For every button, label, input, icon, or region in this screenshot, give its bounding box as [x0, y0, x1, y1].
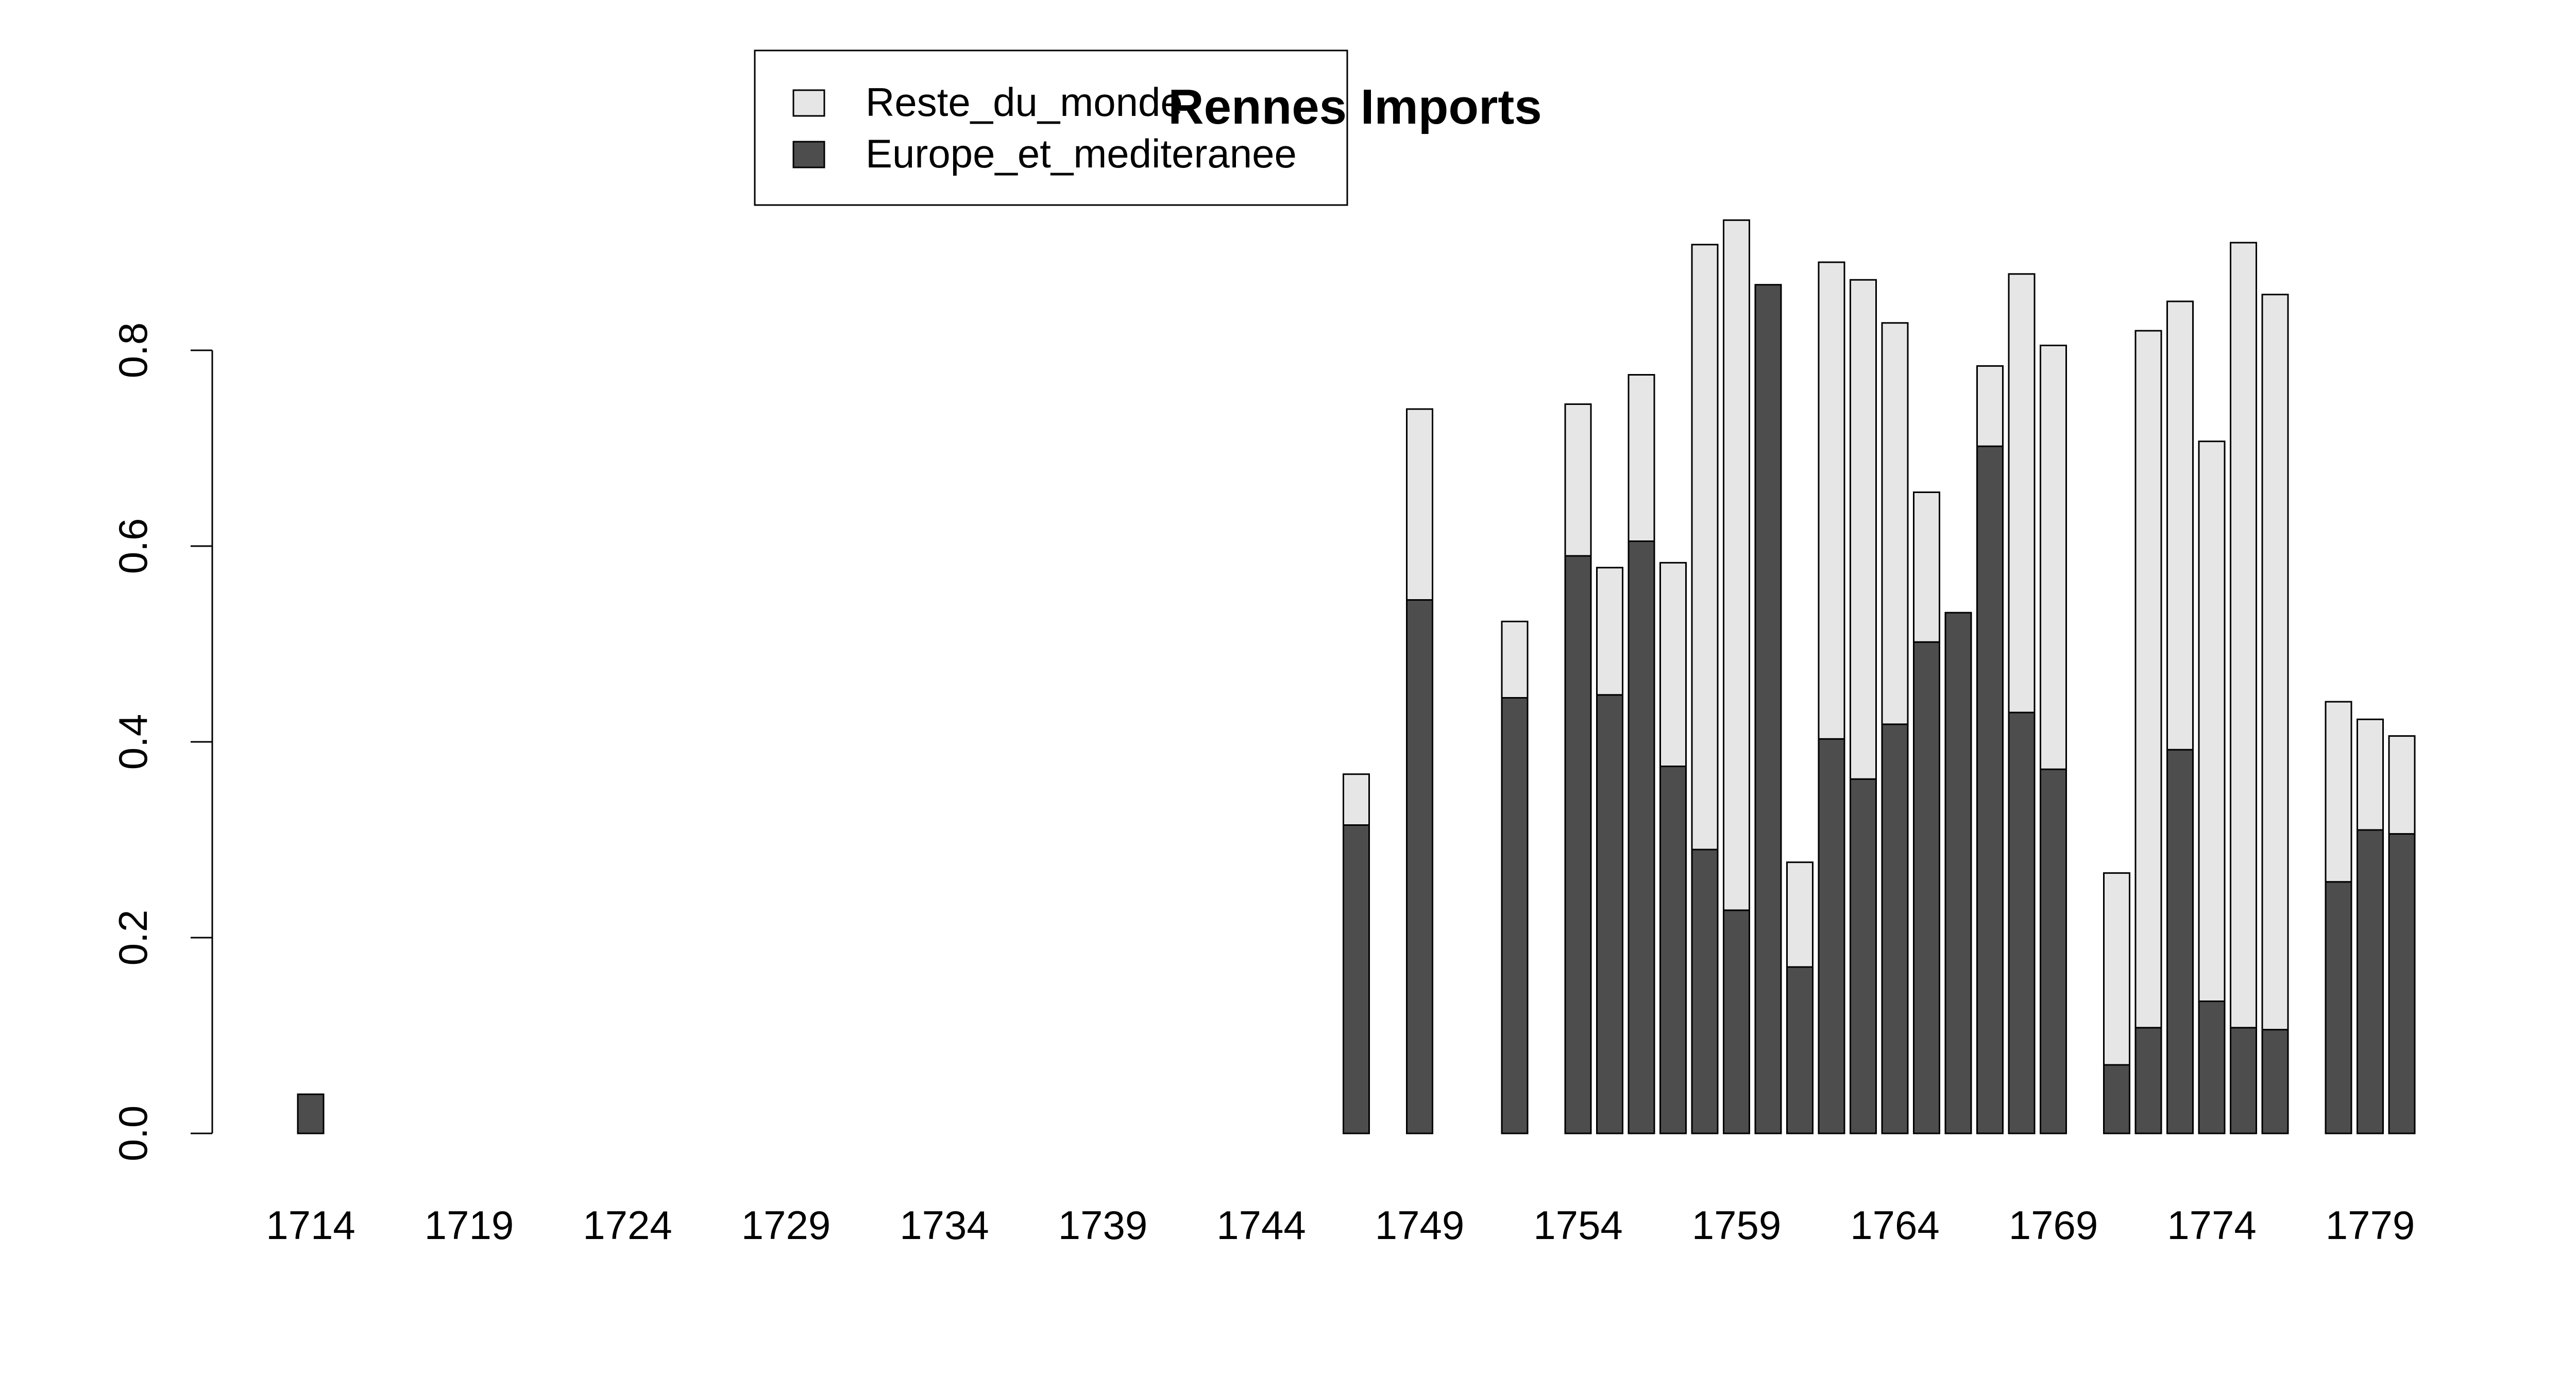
x-tick-label: 1769 [2009, 1202, 2098, 1248]
bar-europe-et-mediteranee [1754, 284, 1782, 1134]
bar-europe-et-mediteranee [1628, 540, 1655, 1134]
x-tick-label: 1729 [741, 1202, 831, 1248]
bar-europe-et-mediteranee [2261, 1029, 2289, 1134]
bar-reste-du-monde [2166, 300, 2194, 751]
legend: Reste_du_monde Europe_et_mediteranee [754, 49, 1348, 206]
bar-reste-du-monde [1850, 279, 1877, 780]
bar-reste-du-monde [1881, 322, 1909, 725]
bar-reste-du-monde [1913, 491, 1940, 643]
x-tick-label: 1739 [1058, 1202, 1148, 1248]
legend-label: Europe_et_mediteranee [866, 131, 1297, 176]
bar-reste-du-monde [2008, 273, 2036, 714]
bar-reste-du-monde [1818, 261, 1845, 740]
bar-europe-et-mediteranee [1786, 966, 1814, 1134]
bar-europe-et-mediteranee [1976, 445, 2004, 1134]
bar-europe-et-mediteranee [1913, 641, 1940, 1134]
bar-europe-et-mediteranee [1944, 612, 1972, 1134]
bar-reste-du-monde [2325, 701, 2352, 883]
bar-reste-du-monde [1596, 567, 1623, 696]
x-tick-label: 1754 [1533, 1202, 1623, 1248]
bar-reste-du-monde [2134, 330, 2162, 1029]
bar-europe-et-mediteranee [2357, 829, 2384, 1134]
bar-reste-du-monde [2357, 718, 2384, 831]
bar-europe-et-mediteranee [1406, 599, 1433, 1134]
legend-swatch [792, 141, 825, 168]
legend-box [754, 49, 1348, 206]
bar-europe-et-mediteranee [1723, 909, 1750, 1134]
x-tick-label: 1714 [266, 1202, 355, 1248]
bar-reste-du-monde [1628, 374, 1655, 542]
x-tick-label: 1724 [583, 1202, 672, 1248]
bar-reste-du-monde [2198, 440, 2226, 1003]
x-tick-label: 1764 [1850, 1202, 1940, 1248]
bar-europe-et-mediteranee [297, 1093, 325, 1134]
x-tick-label: 1774 [2167, 1202, 2257, 1248]
y-axis: 0.0 0.2 0.4 0.6 0.8 [110, 323, 213, 1161]
bar-reste-du-monde [1343, 773, 1370, 826]
x-tick-label: 1719 [425, 1202, 514, 1248]
bar-reste-du-monde [2261, 294, 2289, 1031]
x-tick-label: 1779 [2326, 1202, 2415, 1248]
bar-reste-du-monde [2103, 872, 2130, 1066]
x-tick-label: 1749 [1375, 1202, 1465, 1248]
y-tick-label: 0.2 [110, 910, 156, 965]
y-tick-label: 0.0 [110, 1106, 156, 1161]
x-tick-label: 1759 [1692, 1202, 1782, 1248]
bar-reste-du-monde [1564, 403, 1592, 557]
bar-europe-et-mediteranee [2008, 711, 2036, 1134]
bar-europe-et-mediteranee [2230, 1027, 2257, 1134]
bar-reste-du-monde [1406, 408, 1433, 601]
chart-title: Rennes Imports [1168, 79, 1541, 134]
bar-europe-et-mediteranee [2325, 881, 2352, 1134]
bars [297, 219, 2416, 1134]
y-tick-label: 0.4 [110, 714, 156, 770]
bar-europe-et-mediteranee [1691, 849, 1719, 1134]
bar-europe-et-mediteranee [1501, 697, 1529, 1134]
bar-europe-et-mediteranee [2103, 1064, 2130, 1134]
legend-swatch [792, 89, 825, 117]
y-tick-label: 0.6 [110, 518, 156, 574]
bar-europe-et-mediteranee [1850, 778, 1877, 1134]
bar-europe-et-mediteranee [1564, 555, 1592, 1134]
bar-reste-du-monde [1501, 620, 1529, 699]
bar-europe-et-mediteranee [1818, 738, 1845, 1134]
bar-reste-du-monde [2388, 735, 2416, 835]
bar-europe-et-mediteranee [2388, 833, 2416, 1134]
bar-europe-et-mediteranee [2040, 768, 2067, 1134]
bar-reste-du-monde [2230, 242, 2257, 1029]
x-tick-label: 1744 [1216, 1202, 1306, 1248]
legend-label: Reste_du_monde [866, 79, 1183, 125]
bar-europe-et-mediteranee [2134, 1027, 2162, 1134]
bar-reste-du-monde [1723, 219, 1750, 911]
bar-europe-et-mediteranee [2166, 749, 2194, 1134]
bar-europe-et-mediteranee [1596, 694, 1623, 1134]
bar-reste-du-monde [1786, 861, 1814, 968]
x-axis: 1714 1719 1724 1729 1734 1739 1744 1749 1754 1759… [266, 1202, 2415, 1248]
bar-europe-et-mediteranee [1881, 723, 1909, 1134]
bar-reste-du-monde [1976, 365, 2004, 447]
x-tick-label: 1734 [900, 1202, 989, 1248]
y-tick-label: 0.8 [110, 323, 156, 378]
bar-reste-du-monde [2040, 345, 2067, 770]
bar-europe-et-mediteranee [1659, 766, 1687, 1134]
bar-europe-et-mediteranee [1343, 824, 1370, 1134]
bar-reste-du-monde [1659, 562, 1687, 768]
bar-europe-et-mediteranee [2198, 1000, 2226, 1134]
bar-reste-du-monde [1691, 244, 1719, 851]
